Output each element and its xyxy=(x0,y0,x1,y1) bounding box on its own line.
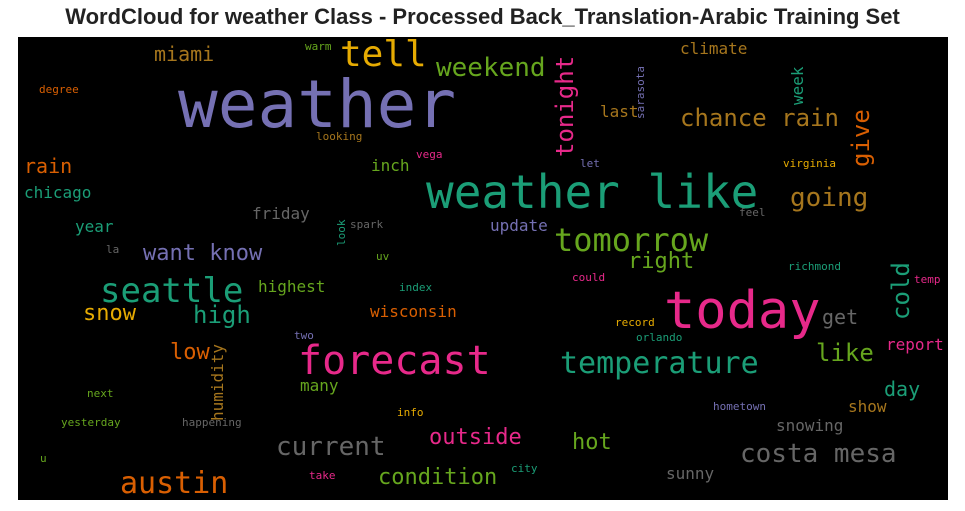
word-update: update xyxy=(490,216,548,235)
word-richmond: richmond xyxy=(788,260,841,273)
word-give: give xyxy=(847,109,875,167)
word-get: get xyxy=(822,305,859,329)
word-cloud: weather weather like today forecast tell… xyxy=(18,37,948,500)
word-going: going xyxy=(790,183,869,213)
word-last: last xyxy=(600,102,639,121)
word-right: right xyxy=(628,249,695,274)
word-outside: outside xyxy=(429,425,522,450)
word-hometown: hometown xyxy=(713,400,766,413)
word-warm: warm xyxy=(305,40,332,53)
word-wisconsin: wisconsin xyxy=(370,302,457,321)
word-seattle: seattle xyxy=(100,271,244,311)
word-tell: tell xyxy=(340,37,427,75)
word-yesterday: yesterday xyxy=(61,416,121,429)
word-cold: cold xyxy=(887,262,915,320)
word-high: high xyxy=(193,301,251,329)
word-chance-rain: chance rain xyxy=(680,104,839,132)
word-info: info xyxy=(397,406,424,419)
word-degree: degree xyxy=(39,83,79,96)
word-snow: snow xyxy=(83,301,136,326)
word-many: many xyxy=(300,376,339,395)
word-index: index xyxy=(399,281,433,294)
word-tonight: tonight xyxy=(551,55,579,157)
word-sarasota: sarasota xyxy=(634,66,647,119)
word-temp: temp xyxy=(914,273,941,286)
word-highest: highest xyxy=(258,277,326,296)
word-u: u xyxy=(40,452,47,465)
word-rain: rain xyxy=(24,154,73,178)
word-snowing: snowing xyxy=(776,416,844,435)
word-report: report xyxy=(886,335,944,354)
word-current: current xyxy=(276,432,386,462)
word-like: like xyxy=(816,339,874,367)
word-weather: weather xyxy=(178,66,457,143)
word-condition: condition xyxy=(378,465,498,490)
word-weather-like: weather like xyxy=(426,165,759,219)
word-tomorrow: tomorrow xyxy=(554,221,709,259)
word-costa-mesa: costa mesa xyxy=(740,439,897,469)
word-show: show xyxy=(848,397,887,416)
word-friday: friday xyxy=(252,204,310,223)
word-austin: austin xyxy=(120,466,229,500)
word-look: look xyxy=(335,219,348,247)
chart-title: WordCloud for weather Class - Processed … xyxy=(65,4,900,29)
word-miami: miami xyxy=(154,42,215,66)
word-feel: feel xyxy=(739,206,766,219)
word-spark: spark xyxy=(350,218,384,231)
word-could: could xyxy=(572,271,606,284)
word-next: next xyxy=(87,387,114,400)
word-vega: vega xyxy=(416,148,443,161)
word-hot: hot xyxy=(572,430,612,455)
word-take: take xyxy=(309,469,336,482)
word-want-know: want know xyxy=(143,241,263,266)
word-looking: looking xyxy=(316,130,363,143)
word-two: two xyxy=(294,329,314,342)
word-record: record xyxy=(615,316,655,329)
word-day: day xyxy=(884,377,921,401)
word-week: week xyxy=(788,66,807,105)
word-low: low xyxy=(170,340,210,365)
word-orlando: orlando xyxy=(636,331,683,344)
word-virginia: virginia xyxy=(783,157,836,170)
word-uv: uv xyxy=(376,250,390,263)
word-climate: climate xyxy=(680,39,748,58)
word-temperature: temperature xyxy=(560,346,759,381)
word-weekend: weekend xyxy=(436,53,546,83)
word-city: city xyxy=(511,462,538,475)
word-let: let xyxy=(580,157,600,170)
word-year: year xyxy=(75,217,114,236)
word-inch: inch xyxy=(371,156,410,175)
word-sunny: sunny xyxy=(666,464,715,483)
word-today: today xyxy=(664,281,821,341)
word-forecast: forecast xyxy=(298,338,491,384)
word-la: la xyxy=(106,243,120,256)
word-humidity: humidity xyxy=(208,343,227,421)
word-chicago: chicago xyxy=(24,183,92,202)
word-happening: happening xyxy=(182,416,242,429)
